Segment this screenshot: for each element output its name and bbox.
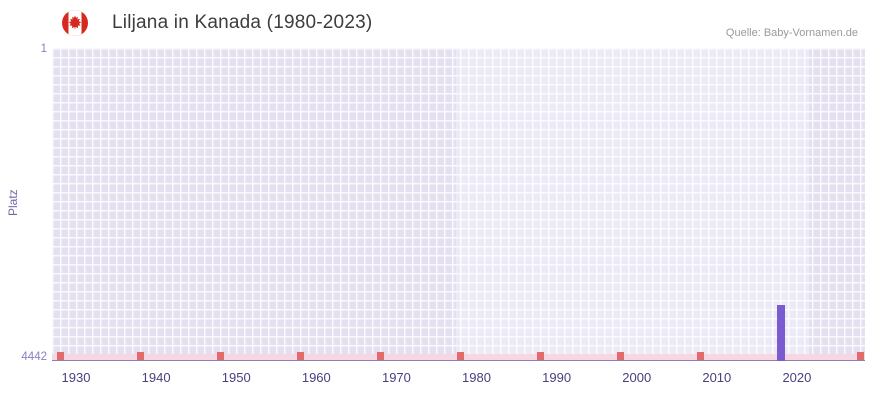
x-tick-label: 1970: [381, 370, 411, 385]
y-axis-title: Platz: [6, 189, 20, 216]
unranked-marker: [296, 352, 304, 360]
x-tick-label: 1930: [61, 370, 91, 385]
unranked-marker: [216, 352, 224, 360]
x-tick-label: 2010: [702, 370, 732, 385]
y-tick-top: 1: [40, 43, 47, 55]
x-tick-label: 1980: [462, 370, 491, 385]
unranked-marker: [376, 352, 384, 360]
x-tick-label: 2020: [782, 370, 812, 385]
x-tick-label: 1990: [542, 370, 572, 385]
grid-overlay: [52, 48, 865, 361]
unranked-marker: [537, 352, 545, 360]
unranked-marker: [697, 352, 705, 360]
x-tick-label: 2000: [622, 370, 652, 385]
x-tick-label: 1960: [301, 370, 331, 385]
y-tick-bottom: 4442: [21, 351, 47, 363]
chart-title: Liljana in Kanada (1980-2023): [112, 12, 373, 33]
canada-flag-icon: [62, 10, 88, 36]
unranked-marker: [56, 352, 64, 360]
unranked-marker: [617, 352, 625, 360]
x-tick-label: 1950: [221, 370, 251, 385]
x-tick-label: 1940: [141, 370, 171, 385]
x-axis-line: [52, 360, 865, 361]
plot-area: [52, 48, 865, 361]
source-attribution: Quelle: Baby-Vornamen.de: [725, 27, 858, 39]
rank-bar[interactable]: [776, 305, 785, 361]
unranked-marker: [136, 352, 144, 360]
unranked-marker: [457, 352, 464, 360]
unranked-marker: [857, 352, 865, 360]
